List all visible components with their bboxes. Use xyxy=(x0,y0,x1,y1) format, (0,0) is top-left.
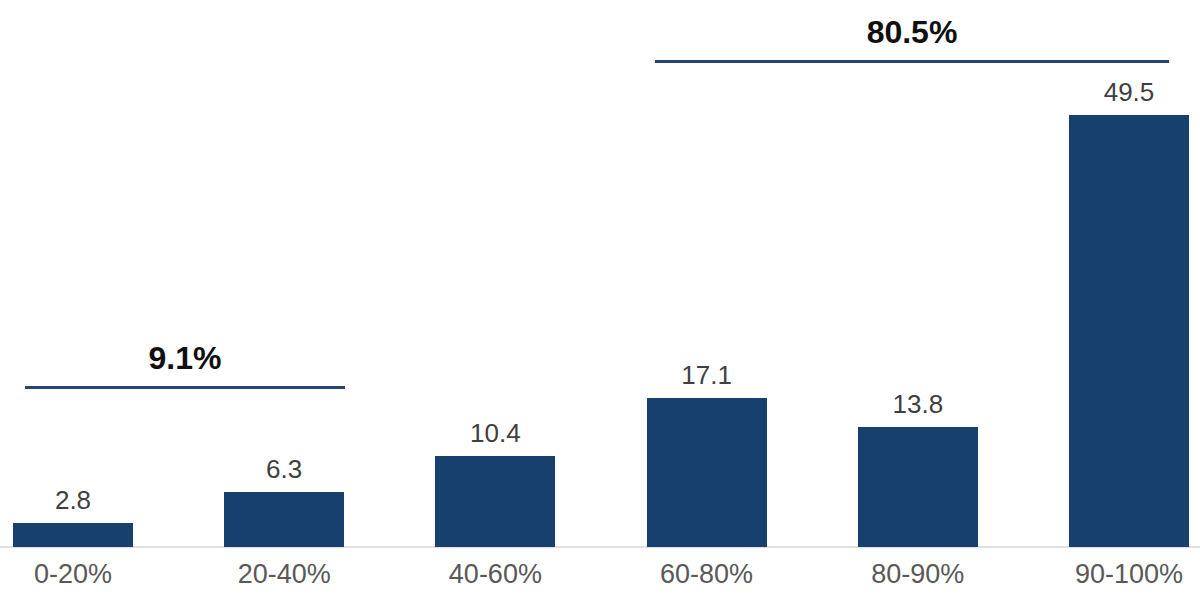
bar-60-80% xyxy=(647,398,767,547)
bar-80-90% xyxy=(858,427,978,547)
category-label: 80-90% xyxy=(818,560,1018,590)
plot-area: 2.8 0-20% 6.3 20-40% 10.4 40-60% 17.1 60-80% 13.… xyxy=(0,0,1200,600)
value-label: 10.4 xyxy=(395,419,595,448)
category-label: 20-40% xyxy=(184,560,384,590)
bar-40-60% xyxy=(435,456,555,547)
category-label: 0-20% xyxy=(0,560,173,590)
annotation-line-1 xyxy=(655,60,1169,63)
value-label: 17.1 xyxy=(607,361,807,390)
value-label: 2.8 xyxy=(0,486,173,515)
value-label: 6.3 xyxy=(184,455,384,484)
x-axis-baseline xyxy=(0,546,1200,548)
bar-20-40% xyxy=(224,492,344,547)
annotation-label-1: 80.5% xyxy=(762,15,1062,50)
category-label: 90-100% xyxy=(1029,560,1200,590)
value-label: 13.8 xyxy=(818,390,1018,419)
bar-chart: 2.8 0-20% 6.3 20-40% 10.4 40-60% 17.1 60-80% 13.… xyxy=(0,0,1200,600)
bar-90-100% xyxy=(1069,115,1189,547)
bar-0-20% xyxy=(13,523,133,547)
category-label: 40-60% xyxy=(395,560,595,590)
category-label: 60-80% xyxy=(607,560,807,590)
value-label: 49.5 xyxy=(1029,78,1200,107)
annotation-label-0: 9.1% xyxy=(35,341,335,376)
annotation-line-0 xyxy=(25,386,345,389)
